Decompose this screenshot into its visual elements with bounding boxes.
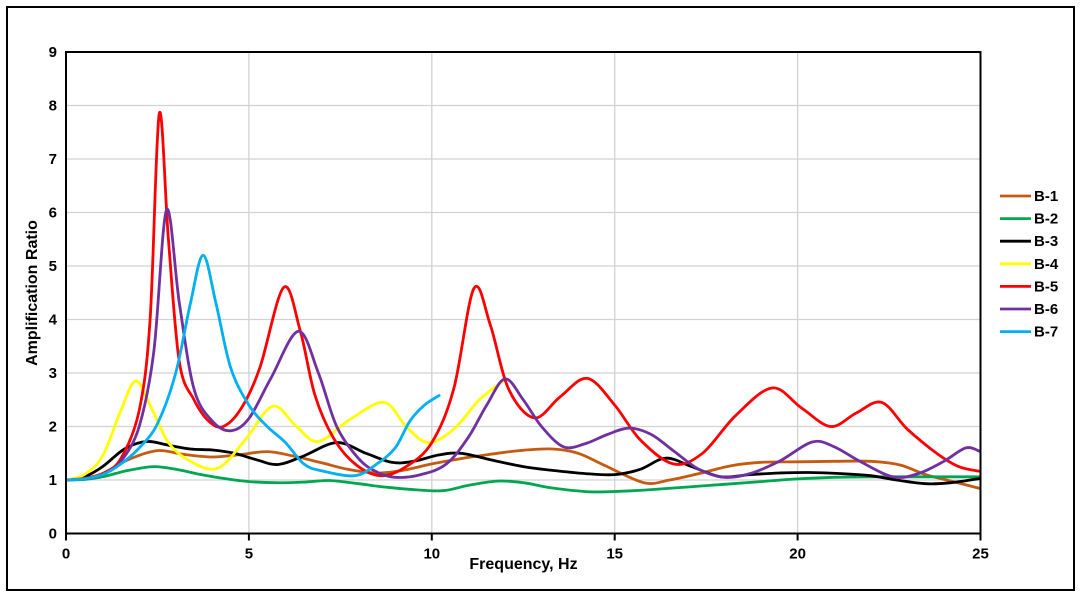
x-tick-label: 0 bbox=[62, 546, 70, 563]
x-tick-label: 20 bbox=[789, 546, 806, 563]
legend-label-B-3: B-3 bbox=[1034, 233, 1058, 250]
y-tick-label: 1 bbox=[49, 472, 57, 489]
series-group bbox=[66, 110, 981, 494]
series-line-B-6 bbox=[66, 208, 981, 482]
y-tick-label: 5 bbox=[49, 258, 57, 275]
legend-item: B-2 bbox=[1000, 211, 1058, 228]
y-tick-label: 8 bbox=[49, 98, 57, 115]
x-axis-title: Frequency, Hz bbox=[469, 556, 578, 573]
legend-item: B-1 bbox=[1000, 188, 1058, 205]
series-line-B-3 bbox=[66, 440, 981, 486]
legend-label-B-4: B-4 bbox=[1034, 256, 1059, 273]
legend-item: B-3 bbox=[1000, 233, 1058, 250]
legend-item: B-5 bbox=[1000, 278, 1058, 295]
y-tick-label: 3 bbox=[49, 365, 57, 382]
y-tick-label: 2 bbox=[49, 419, 57, 436]
legend-label-B-7: B-7 bbox=[1034, 324, 1058, 341]
y-tick-label: 9 bbox=[49, 44, 57, 61]
legend-label-B-6: B-6 bbox=[1034, 301, 1058, 318]
series-line-B-5 bbox=[66, 110, 981, 482]
y-tick-label: 4 bbox=[49, 312, 58, 329]
legend-label-B-1: B-1 bbox=[1034, 188, 1058, 205]
plot-border bbox=[65, 51, 982, 535]
series-line-B-1 bbox=[66, 447, 981, 490]
legend-label-B-2: B-2 bbox=[1034, 211, 1058, 228]
x-tick-label: 25 bbox=[972, 546, 989, 563]
legend-item: B-6 bbox=[1000, 301, 1058, 318]
figure-border bbox=[6, 6, 1075, 591]
y-tick-label: 7 bbox=[49, 151, 57, 168]
x-tick-label: 15 bbox=[606, 546, 623, 563]
x-tick-label: 10 bbox=[423, 546, 440, 563]
y-tick-label: 6 bbox=[49, 205, 57, 222]
y-axis-title: Amplification Ratio bbox=[24, 220, 41, 366]
x-tick-label: 5 bbox=[245, 546, 253, 563]
legend-item: B-7 bbox=[1000, 324, 1058, 341]
y-tick-label: 0 bbox=[49, 526, 57, 543]
legend-label-B-5: B-5 bbox=[1034, 278, 1058, 295]
legend-item: B-4 bbox=[1000, 256, 1059, 273]
series-line-B-2 bbox=[66, 465, 981, 494]
series-line-B-7 bbox=[66, 253, 441, 482]
